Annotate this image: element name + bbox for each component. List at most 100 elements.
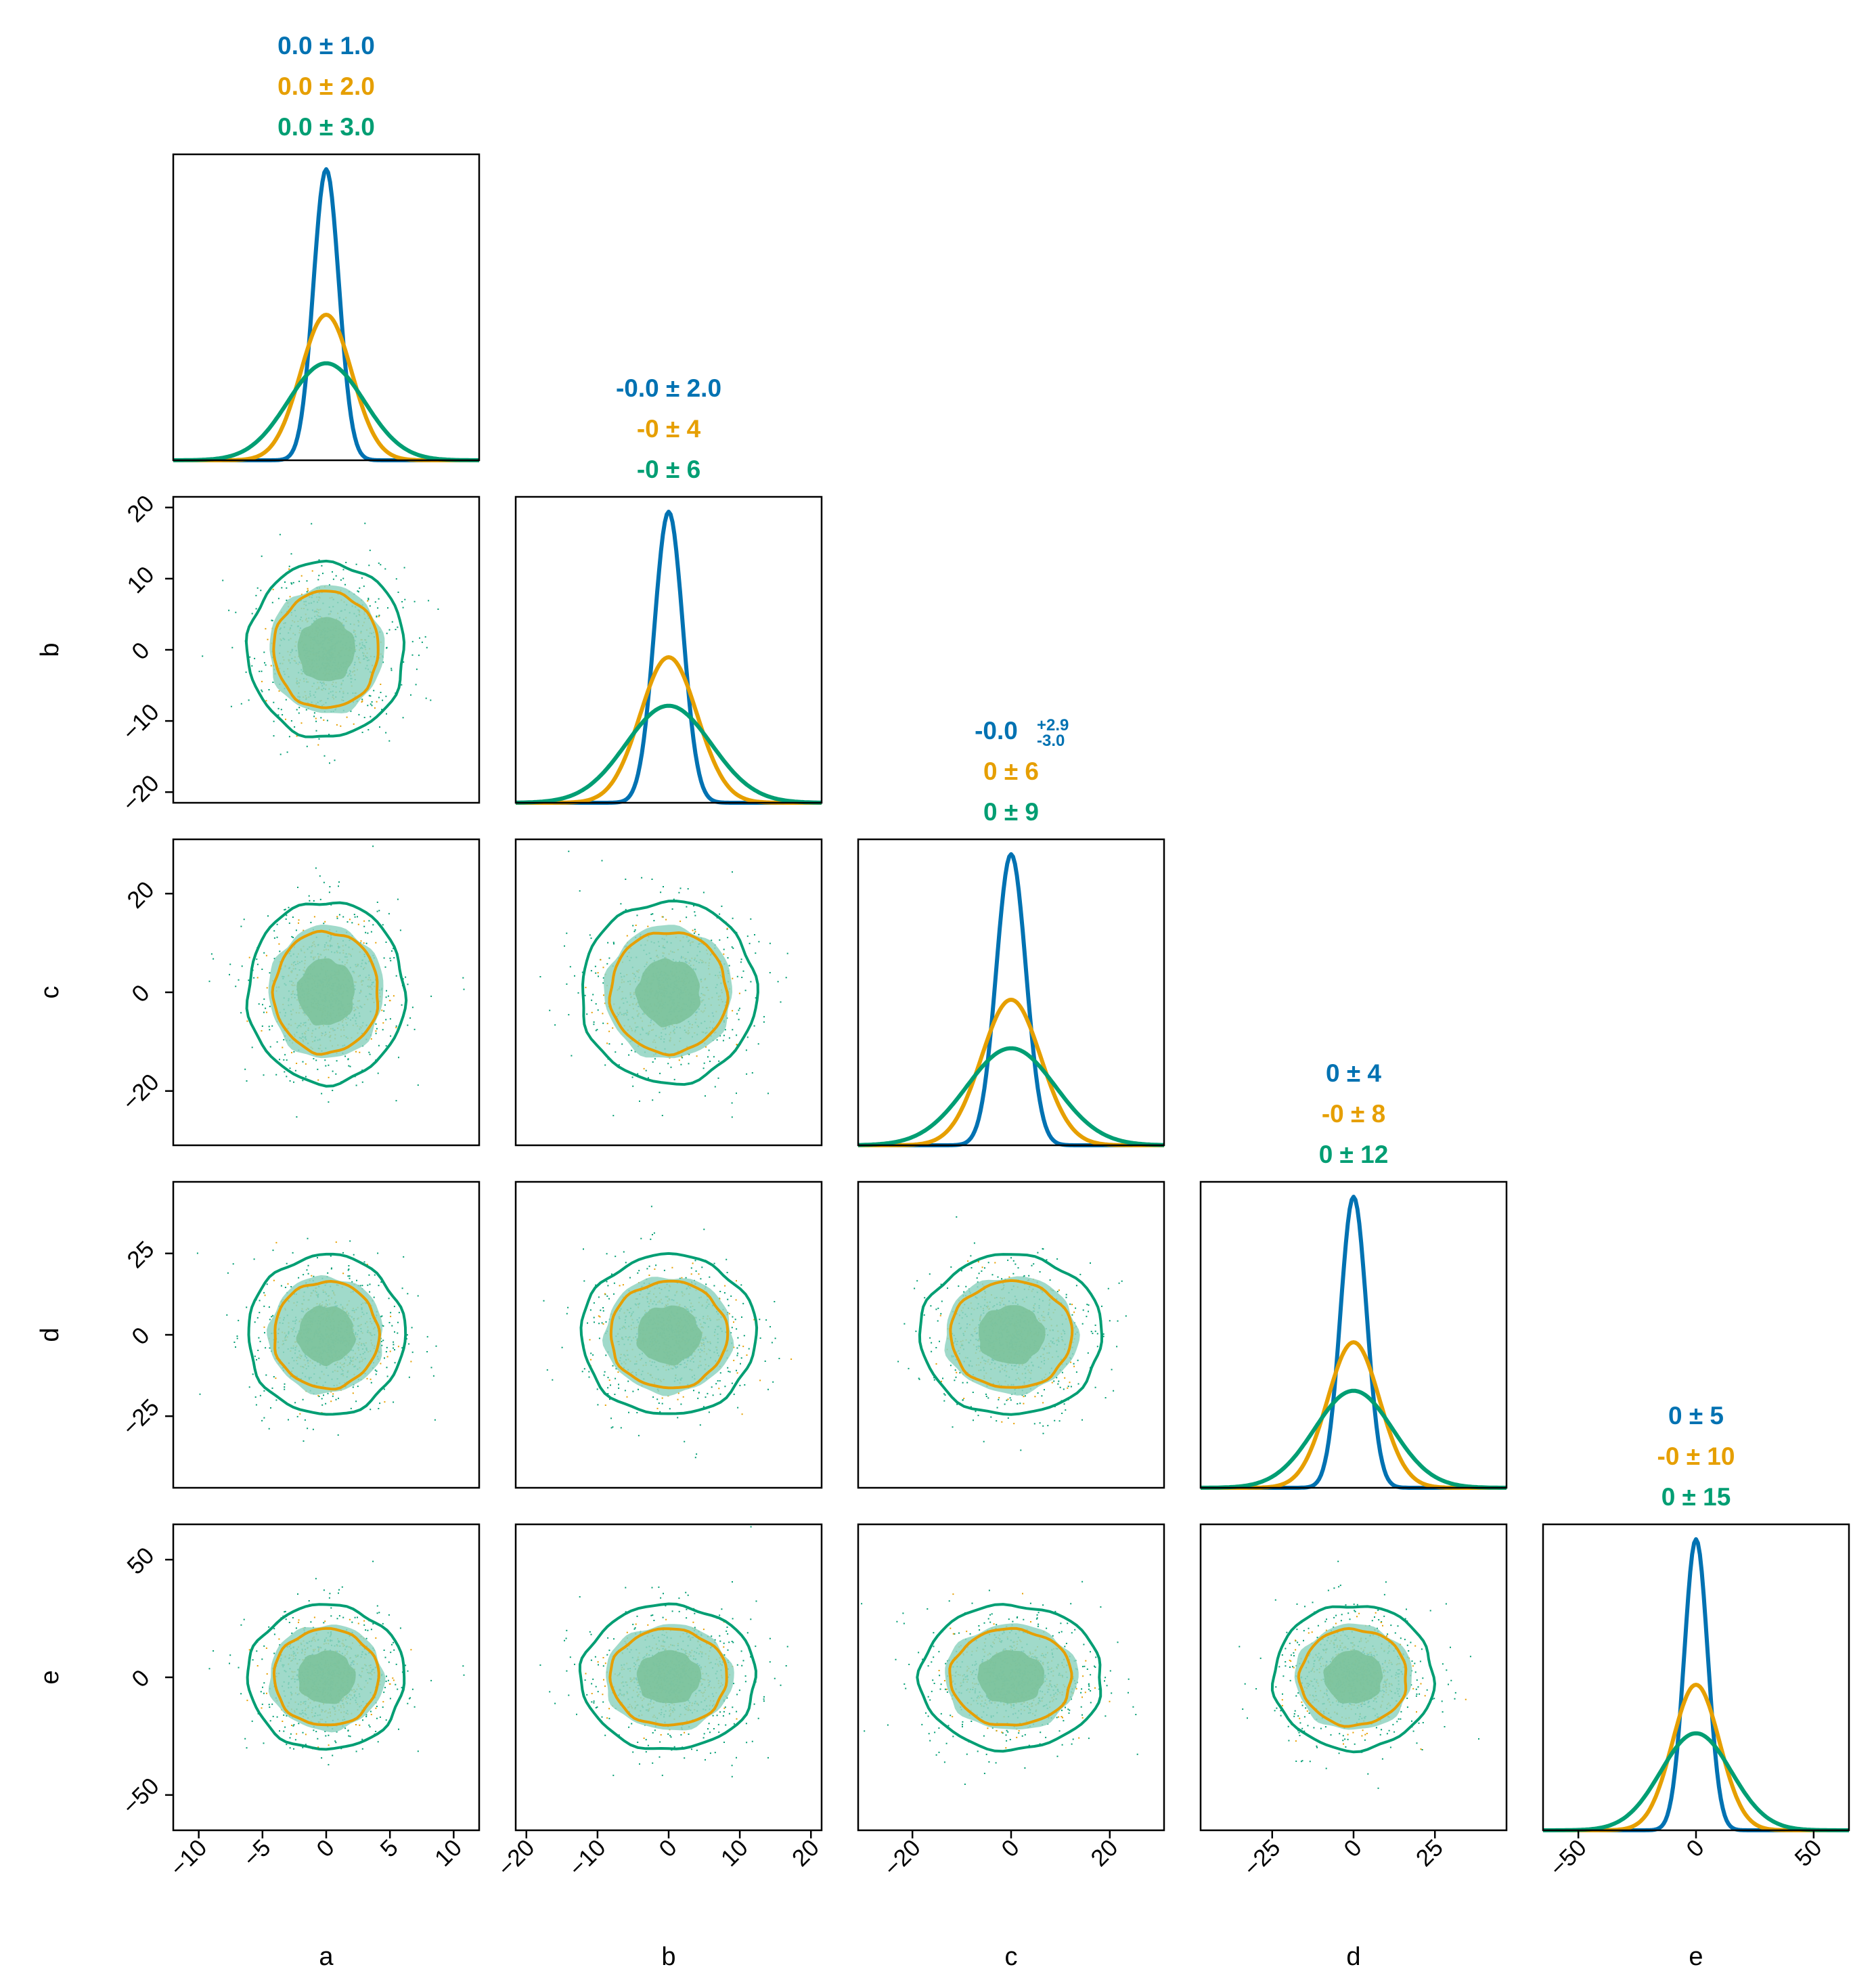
contour-line-series-3 — [918, 1253, 1104, 1416]
contour-line-series-3 — [579, 1252, 759, 1415]
contour-line-series-3 — [247, 1252, 407, 1416]
filled-contour-inner — [635, 958, 701, 1028]
contour-line-series-2 — [271, 929, 380, 1056]
x-tick-label: −10 — [564, 1834, 611, 1882]
filled-contour-inner — [636, 1650, 702, 1704]
x-tick-label: −5 — [238, 1834, 276, 1872]
contour-line-series-2 — [272, 1627, 380, 1727]
summary-stat-a-series-1: 0.0 ± 1.0 — [277, 32, 375, 60]
y-tick-label: 0 — [127, 637, 154, 665]
filled-contour-inner — [979, 1305, 1046, 1365]
panel-frame — [514, 495, 823, 804]
panel-frame — [1199, 1180, 1508, 1489]
density-curve-series-2 — [515, 655, 822, 805]
y-tick-label: −25 — [117, 1394, 164, 1441]
x-axis-label-d: d — [1346, 1943, 1360, 1971]
density-curve-series-3 — [515, 703, 822, 805]
summary-stat-d-series-3: 0 ± 12 — [1319, 1141, 1389, 1168]
contour-line-series-2 — [609, 1279, 730, 1390]
filled-contour-inner — [636, 1305, 702, 1366]
x-tick-label: −25 — [1239, 1834, 1286, 1882]
summary-stat-b-series-2: -0 ± 4 — [637, 415, 701, 443]
y-tick-label: 10 — [122, 561, 159, 598]
filled-contour-inner — [977, 1650, 1045, 1704]
y-tick-label: 25 — [122, 1236, 159, 1273]
filled-contour-inner — [296, 958, 355, 1026]
x-tick-label: 50 — [1789, 1834, 1827, 1872]
scatter-panel-e-vs-b — [514, 1523, 823, 1832]
density-curve-series-3 — [173, 361, 480, 462]
x-tick-label: −20 — [493, 1834, 540, 1882]
x-tick-label: 10 — [716, 1834, 753, 1872]
contour-line-series-2 — [948, 1627, 1073, 1727]
summary-stat-b-series-3: -0 ± 6 — [637, 456, 700, 483]
density-panel-d — [1199, 1180, 1508, 1490]
scatter-panel-c-vs-a — [172, 838, 481, 1147]
y-tick-label: 0 — [127, 1322, 154, 1350]
density-panel-c — [857, 838, 1165, 1147]
summary-stat-upper-error: +2.9 — [1037, 716, 1069, 734]
x-tick-label: −50 — [1544, 1834, 1592, 1882]
summary-stat-e-series-3: 0 ± 15 — [1661, 1483, 1731, 1511]
summary-stat-d-series-2: -0 ± 8 — [1322, 1100, 1385, 1128]
y-tick-label: −50 — [117, 1773, 164, 1820]
x-tick-label: 25 — [1411, 1834, 1448, 1872]
density-panel-a — [172, 153, 481, 462]
density-curve-series-2 — [1200, 1340, 1507, 1490]
contour-line-series-3 — [578, 1602, 758, 1750]
filled-contour-inner — [296, 1305, 356, 1367]
contour-line-series-2 — [272, 590, 380, 709]
summary-stat-a-series-3: 0.0 ± 3.0 — [277, 113, 375, 141]
scatter-panel-e-vs-d — [1199, 1523, 1508, 1832]
summary-stat-b-series-1: -0.0 ± 2.0 — [616, 374, 721, 402]
x-tick-label: −10 — [165, 1834, 213, 1882]
panel-frame — [172, 153, 481, 462]
density-panel-b — [514, 495, 823, 805]
contour-line-series-2 — [608, 931, 730, 1057]
contour-line-series-3 — [246, 1603, 406, 1751]
x-tick-label: 0 — [311, 1834, 339, 1862]
y-tick-label: 0 — [127, 979, 154, 1007]
contour-line-series-2 — [1297, 1627, 1408, 1728]
contour-line-series-3 — [1270, 1605, 1437, 1754]
y-axis-label-e: e — [36, 1670, 64, 1684]
summary-stat-c-series-3: 0 ± 9 — [983, 798, 1039, 826]
summary-stat-d-series-1: 0 ± 4 — [1326, 1059, 1381, 1087]
density-curve-series-3 — [1200, 1388, 1507, 1490]
y-axis-label-c: c — [36, 986, 64, 999]
summary-stat-lower-error: -3.0 — [1037, 732, 1065, 750]
y-tick-label: −20 — [117, 770, 164, 817]
scatter-panel-e-vs-a — [172, 1523, 481, 1832]
x-tick-label: 10 — [430, 1834, 467, 1872]
x-axis-label-a: a — [319, 1943, 334, 1971]
contour-line-series-3 — [581, 900, 759, 1086]
panel-frame — [857, 838, 1165, 1147]
y-tick-label: 0 — [127, 1664, 154, 1692]
x-tick-label: −20 — [878, 1834, 926, 1882]
scatter-panel-e-vs-c — [857, 1523, 1165, 1832]
y-tick-label: 50 — [122, 1542, 159, 1579]
x-axis-label-e: e — [1689, 1943, 1703, 1971]
y-tick-label: 20 — [122, 490, 159, 527]
panel-frame — [1542, 1523, 1850, 1832]
x-tick-label: 20 — [787, 1834, 824, 1872]
x-tick-label: 20 — [1086, 1834, 1123, 1872]
y-tick-label: 20 — [122, 877, 159, 914]
x-tick-label: 0 — [654, 1834, 682, 1862]
contour-line-series-3 — [916, 1603, 1102, 1753]
summary-stat-e-series-1: 0 ± 5 — [1668, 1402, 1724, 1430]
contour-line-series-3 — [244, 559, 406, 738]
contour-line-series-3 — [245, 901, 408, 1088]
density-panel-e — [1542, 1523, 1850, 1832]
y-tick-label: −10 — [117, 699, 164, 746]
summary-stat-a-series-2: 0.0 ± 2.0 — [277, 72, 375, 100]
contour-line-series-2 — [949, 1279, 1074, 1389]
x-tick-label: 0 — [996, 1834, 1024, 1862]
summary-stat-c-series-1: -0.0 — [975, 717, 1018, 745]
density-curve-series-3 — [1542, 1731, 1850, 1832]
filled-contour-inner — [297, 617, 355, 682]
x-tick-label: 5 — [375, 1834, 403, 1862]
scatter-panel-d-vs-a — [172, 1180, 481, 1489]
panel-frame — [514, 1180, 823, 1489]
